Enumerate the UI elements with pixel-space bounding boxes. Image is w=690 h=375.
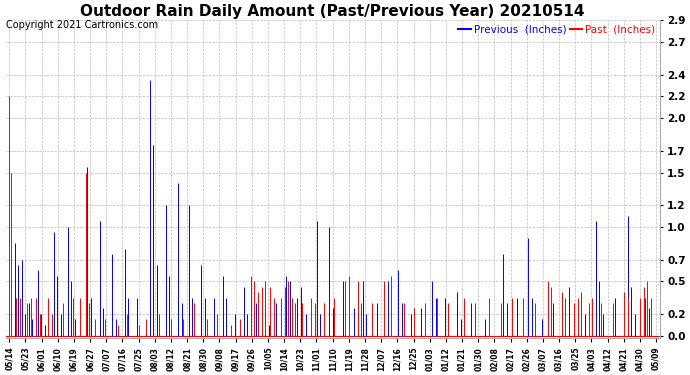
Text: Copyright 2021 Cartronics.com: Copyright 2021 Cartronics.com	[6, 20, 158, 30]
Title: Outdoor Rain Daily Amount (Past/Previous Year) 20210514: Outdoor Rain Daily Amount (Past/Previous…	[81, 4, 585, 19]
Legend: Previous  (Inches), Past  (Inches): Previous (Inches), Past (Inches)	[454, 20, 660, 39]
